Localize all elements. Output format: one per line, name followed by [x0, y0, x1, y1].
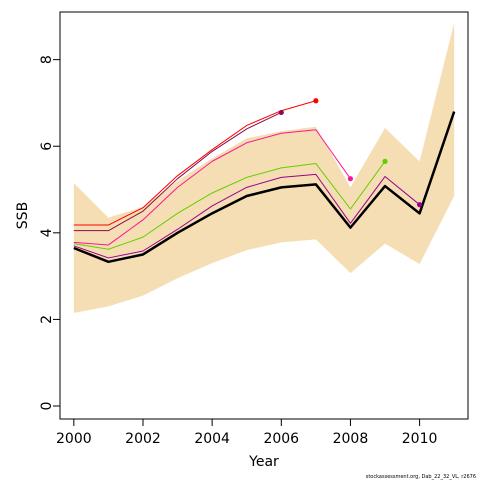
series-endpoint-2	[278, 109, 284, 116]
y-tick-label: 8	[39, 55, 55, 64]
series-line-6	[73, 111, 456, 264]
series-line-2	[73, 111, 282, 232]
y-axis: 0 2 4 6 8	[39, 55, 61, 411]
x-axis-title: Year	[248, 454, 279, 470]
footer-note: stockassessment.org, Dab_22_32_VL, r2676	[366, 474, 476, 480]
confidence-band	[73, 22, 455, 313]
series-endpoint-1	[313, 98, 319, 104]
series-endpoint-4	[382, 158, 388, 164]
x-tick-label: 2000	[56, 431, 92, 447]
y-tick-label: 0	[39, 402, 55, 411]
y-tick-label: 2	[39, 315, 55, 324]
series-endpoint-5	[416, 202, 423, 208]
x-tick-label: 2004	[194, 431, 230, 447]
series-layer	[73, 100, 456, 264]
y-tick-label: 6	[39, 142, 55, 151]
confidence-band-layer	[73, 22, 455, 313]
y-axis-title: SSB	[15, 202, 31, 229]
series-line-5	[73, 173, 420, 259]
endpoint-layer	[278, 98, 423, 208]
series-endpoint-3	[347, 176, 354, 182]
series-line-3	[73, 129, 351, 246]
x-tick-label: 2008	[333, 431, 369, 447]
x-tick-label: 2002	[125, 431, 161, 447]
x-tick-label: 2006	[263, 431, 299, 447]
series-line-4	[73, 161, 386, 250]
x-tick-label: 2010	[402, 431, 438, 447]
y-tick-label: 4	[39, 228, 55, 237]
series-line-1	[73, 100, 317, 226]
x-axis: 2000 2002 2004 2006 2008 2010	[56, 418, 438, 447]
